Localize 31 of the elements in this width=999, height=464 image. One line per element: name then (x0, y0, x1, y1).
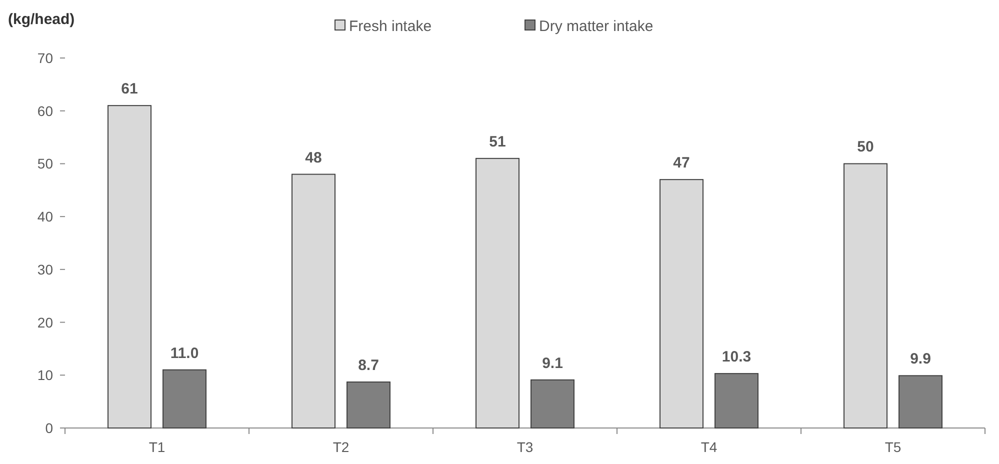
data-label: 8.7 (358, 357, 379, 374)
y-tick-label: 50 (37, 156, 54, 172)
y-tick-label: 20 (37, 314, 54, 330)
data-label: 9.1 (542, 354, 563, 372)
bar (108, 105, 152, 428)
y-tick-label: 30 (37, 261, 54, 278)
x-tick-label: T2 (332, 439, 350, 455)
bar (844, 163, 888, 428)
y-tick-label: 0 (45, 420, 54, 436)
y-axis-title: (kg/head) (8, 11, 75, 28)
data-label: 47 (673, 154, 690, 172)
data-label: 11.0 (170, 344, 199, 362)
data-label: 50 (857, 138, 874, 156)
bar (476, 158, 520, 428)
y-tick-label: 70 (37, 50, 54, 66)
y-tick-label: 60 (37, 102, 54, 119)
data-label: 48 (305, 149, 322, 166)
x-tick-label: T3 (516, 439, 534, 455)
x-tick-label: T5 (884, 439, 902, 455)
data-label: 9.9 (910, 350, 931, 368)
bar (660, 179, 704, 428)
y-tick-label: 10 (37, 367, 54, 384)
legend-label: Dry matter intake (539, 18, 654, 35)
data-label: 61 (121, 80, 138, 98)
data-label: 51 (489, 133, 506, 150)
x-tick-label: T1 (148, 439, 166, 455)
legend-label: Fresh intake (349, 18, 432, 35)
y-tick-label: 40 (37, 208, 54, 225)
data-label: 10.3 (722, 348, 752, 366)
x-tick-label: T4 (700, 439, 718, 455)
bar (292, 174, 336, 428)
